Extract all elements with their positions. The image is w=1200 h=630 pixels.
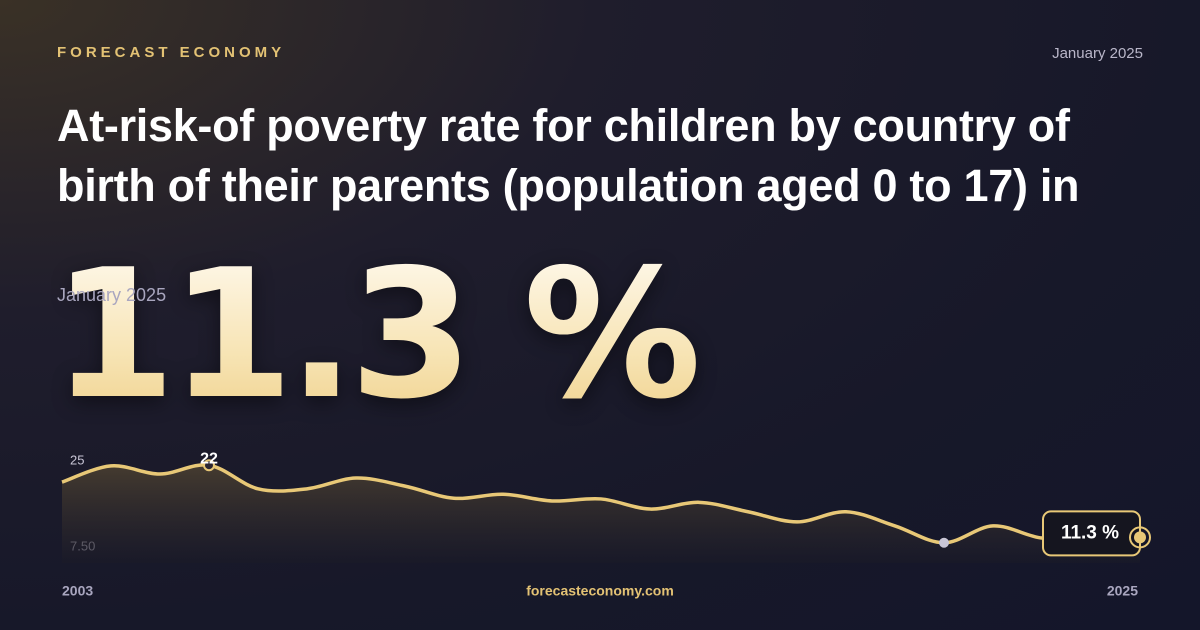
end-point	[1134, 531, 1146, 544]
brand: FORECAST ECONOMY	[57, 44, 286, 61]
line	[61, 463, 1141, 545]
x-tick-label: 2025	[1107, 583, 1138, 599]
peak-label: 22	[200, 450, 218, 467]
date: January 2025	[1052, 45, 1143, 62]
end-label: 11.3 %	[1061, 522, 1119, 543]
area	[62, 464, 1140, 563]
x-tick-label: 2003	[62, 583, 93, 599]
end-point-ring	[1129, 526, 1151, 549]
headline-date: January 2025	[57, 285, 167, 305]
min-point	[939, 537, 949, 548]
chart-title: At-risk-of poverty rate for children by …	[57, 100, 1080, 211]
headline-value: 11.3 %	[52, 231, 701, 438]
peak-point	[203, 459, 215, 472]
footer: forecasteconomy.com	[526, 583, 674, 599]
y-tick-label: 25	[70, 452, 84, 467]
